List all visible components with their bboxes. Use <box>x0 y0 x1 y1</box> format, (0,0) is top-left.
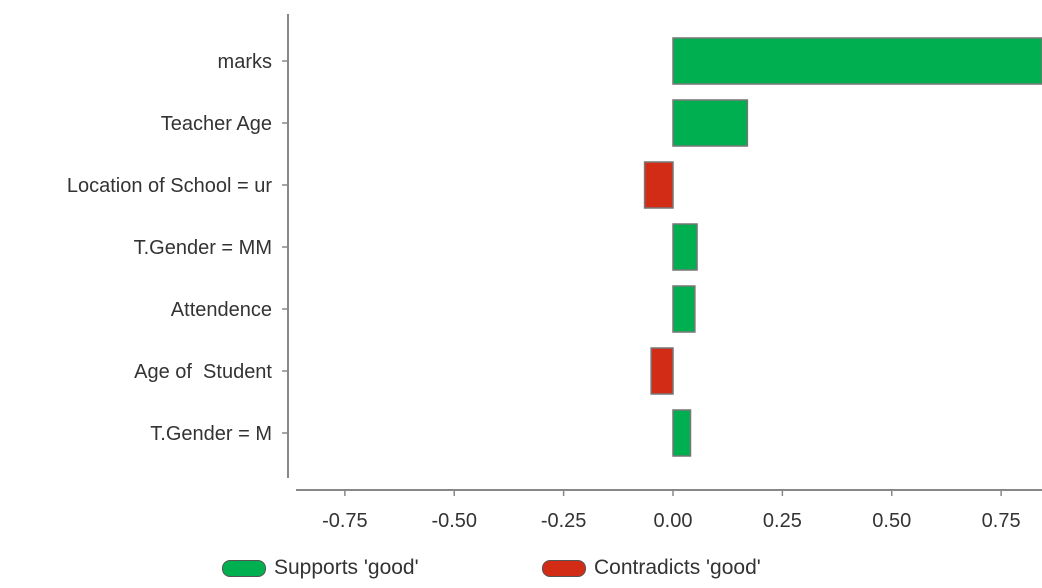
x-tick-label: 0.75 <box>982 510 1021 532</box>
legend-label-supports: Supports 'good' <box>274 556 419 579</box>
bar-2 <box>643 161 674 209</box>
x-tick-label: -0.50 <box>431 510 477 532</box>
x-tick-label: -0.25 <box>541 510 587 532</box>
category-label: marks <box>218 51 272 73</box>
bars <box>643 37 1042 457</box>
bar-4 <box>672 285 696 333</box>
x-tick-label: 0.25 <box>763 510 802 532</box>
bar-6 <box>672 409 692 457</box>
x-tick-label: 0.50 <box>872 510 911 532</box>
x-axis: -0.75 -0.50 -0.25 0.00 0.25 0.50 0.75 <box>296 489 1042 532</box>
bar-1 <box>672 99 749 147</box>
category-label: T.Gender = MM <box>134 237 272 259</box>
category-label: Teacher Age <box>161 113 272 135</box>
bar-0 <box>672 37 1042 85</box>
legend: Supports 'good' Contradicts 'good' <box>0 556 1042 588</box>
legend-item-supports: Supports 'good' <box>222 556 419 580</box>
legend-swatch-supports <box>222 559 266 577</box>
y-axis: marks Teacher Age Location of School = ur T… <box>67 14 289 478</box>
bar-5 <box>650 347 674 395</box>
category-label: Location of School = ur <box>67 175 272 197</box>
x-tick-label: 0.00 <box>654 510 693 532</box>
legend-swatch-contradicts <box>542 559 586 577</box>
x-tick-label: -0.75 <box>322 510 368 532</box>
legend-label-contradicts: Contradicts 'good' <box>594 556 761 579</box>
category-label: T.Gender = M <box>150 423 272 445</box>
category-label: Attendence <box>171 299 272 321</box>
legend-item-contradicts: Contradicts 'good' <box>542 556 761 580</box>
bar-3 <box>672 223 698 271</box>
category-label: Age of Student <box>134 361 272 383</box>
bar-chart: marks Teacher Age Location of School = ur T… <box>67 14 1042 532</box>
